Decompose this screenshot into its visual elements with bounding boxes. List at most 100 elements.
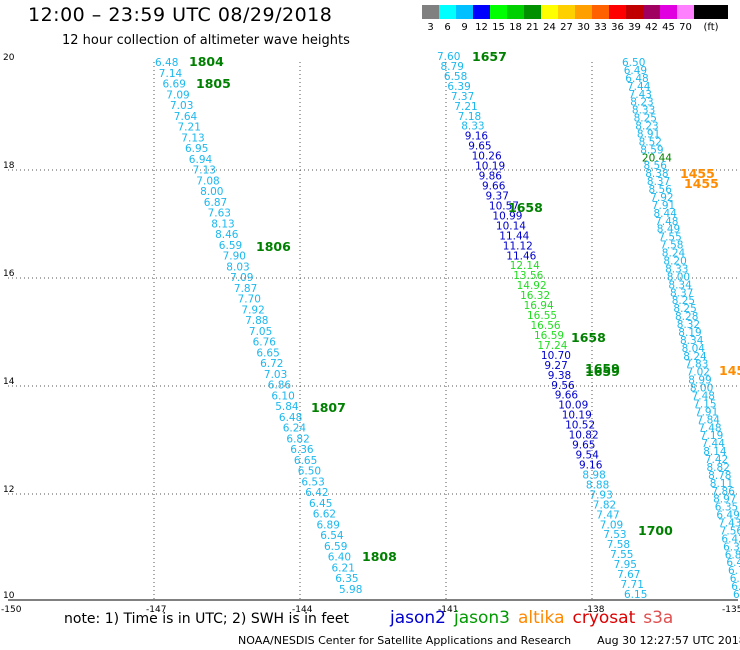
track-c-value: 7.44 bbox=[627, 81, 651, 93]
scale-swatch bbox=[609, 5, 626, 19]
scale-swatch bbox=[473, 5, 490, 19]
track-c-value: 7.43 bbox=[629, 89, 652, 101]
track-b-value: 11.46 bbox=[506, 250, 536, 262]
track-b-value: 9.56 bbox=[551, 380, 575, 392]
track-c-value: 8.78 bbox=[708, 470, 731, 482]
track-a-value: 5.98 bbox=[339, 584, 362, 596]
scale-swatch bbox=[541, 5, 558, 19]
track-c-value: 7.42 bbox=[705, 454, 728, 466]
track-c-value: 6.55 bbox=[731, 581, 740, 593]
track-c-value: 7.56 bbox=[720, 526, 740, 538]
track-a-value: 7.14 bbox=[159, 68, 183, 80]
track-b-value: 7.21 bbox=[454, 101, 477, 113]
track-a-value: 6.53 bbox=[301, 476, 324, 488]
track-b-value: 7.95 bbox=[614, 559, 637, 571]
scale-label: 33 bbox=[594, 22, 607, 33]
track-a-value: 6.36 bbox=[290, 444, 314, 456]
track-c-value: 7.86 bbox=[712, 486, 736, 498]
track-c-value: 8.32 bbox=[677, 319, 700, 331]
track-a-value: 6.59 bbox=[219, 240, 242, 252]
track-a-value: 6.69 bbox=[163, 79, 186, 91]
y-tick-label: 20 bbox=[3, 53, 15, 63]
track-c-value: 8.00 bbox=[690, 383, 713, 395]
track-b-time: 1658 bbox=[571, 330, 606, 345]
track-a-value: 6.10 bbox=[271, 390, 294, 402]
track-a-value: 7.09 bbox=[166, 89, 189, 101]
track-c-value: 8.59 bbox=[640, 144, 663, 156]
track-a-value: 6.42 bbox=[305, 487, 328, 499]
track-b-value: 6.15 bbox=[624, 589, 647, 601]
track-c-value: 6.72 bbox=[728, 565, 740, 577]
track-b-value: 7.93 bbox=[589, 489, 612, 501]
track-b-value: 10.14 bbox=[496, 220, 526, 232]
track-c-value: 8.14 bbox=[703, 446, 727, 458]
track-c-value: 20.44 bbox=[642, 152, 672, 164]
track-c-value: 7.83 bbox=[685, 359, 708, 371]
track-b-value: 9.16 bbox=[579, 460, 603, 472]
track-c-value: 8.04 bbox=[682, 343, 706, 355]
track-c-value: 6.49 bbox=[716, 510, 739, 522]
track-b-value: 9.65 bbox=[468, 141, 491, 153]
track-b-value: 10.19 bbox=[562, 410, 592, 422]
track-c-value: 7.43 bbox=[718, 518, 740, 530]
y-tick-label: 10 bbox=[3, 591, 15, 601]
track-b-value: 10.57 bbox=[489, 200, 519, 212]
x-tick-label: -141 bbox=[438, 605, 458, 615]
track-a-value: 6.50 bbox=[298, 466, 321, 478]
track-c-value: 8.38 bbox=[645, 168, 668, 180]
track-c-value: 8.91 bbox=[637, 129, 660, 141]
track-a-value: 6.65 bbox=[256, 347, 279, 359]
track-a-time: 1805 bbox=[196, 76, 231, 91]
legend-cryosat: cryosat bbox=[572, 608, 636, 628]
track-c-value: 8.44 bbox=[654, 208, 678, 220]
track-a-value: 6.89 bbox=[317, 520, 340, 532]
scale-swatch bbox=[558, 5, 575, 19]
track-a-value: 6.48 bbox=[279, 412, 302, 424]
track-a-value: 8.13 bbox=[211, 218, 234, 230]
track-c-value: 7.15 bbox=[693, 398, 716, 410]
track-b-value: 9.65 bbox=[572, 440, 595, 452]
track-b-value: 9.16 bbox=[465, 131, 489, 143]
scale-swatch bbox=[422, 5, 439, 19]
track-b-value: 14.92 bbox=[517, 280, 547, 292]
track-a-value: 7.64 bbox=[174, 111, 198, 123]
track-a-time: 1804 bbox=[189, 54, 224, 69]
track-c-value: 8.97 bbox=[713, 494, 736, 506]
note-text: note: 1) Time is in UTC; 2) SWH is in fe… bbox=[64, 611, 350, 627]
footer: NOAA/NESDIS Center for Satellite Applica… bbox=[238, 634, 740, 647]
track-c-value: 6.35 bbox=[715, 502, 738, 514]
track-a-value: 6.40 bbox=[328, 552, 351, 564]
scale-label: 6 bbox=[444, 22, 451, 33]
track-a-value: 7.88 bbox=[245, 315, 268, 327]
track-c-value: 6.42 bbox=[726, 557, 740, 569]
track-b-value: 7.18 bbox=[458, 111, 481, 123]
track-b-value: 10.52 bbox=[565, 420, 595, 432]
track-a-value: 5.84 bbox=[275, 401, 299, 413]
scale-label: 24 bbox=[543, 22, 556, 33]
scale-label: 18 bbox=[509, 22, 522, 33]
track-a-value: 7.70 bbox=[238, 294, 261, 306]
x-tick-label: -138 bbox=[584, 605, 605, 615]
track-a-value: 6.87 bbox=[204, 197, 227, 209]
y-tick-label: 12 bbox=[3, 485, 14, 495]
track-b-time: 1658 bbox=[508, 200, 543, 215]
track-c-value: 7.92 bbox=[650, 192, 673, 204]
track-a-value: 7.13 bbox=[181, 132, 204, 144]
scale-swatch bbox=[592, 5, 609, 19]
track-a-value: 6.59 bbox=[324, 541, 347, 553]
scale-swatch bbox=[694, 5, 728, 19]
track-c-value: 7.44 bbox=[702, 438, 726, 450]
track-b-value: 13.56 bbox=[513, 270, 543, 282]
track-a-value: 7.09 bbox=[230, 272, 253, 284]
track-a-value: 6.86 bbox=[268, 380, 292, 392]
track-b-value: 7.09 bbox=[600, 519, 623, 531]
track-c-value: 8.56 bbox=[644, 160, 668, 172]
track-a-value: 8.46 bbox=[215, 229, 239, 241]
scale-label: 21 bbox=[526, 22, 539, 33]
track-c-value: 8.56 bbox=[649, 184, 673, 196]
track-a-value: 7.13 bbox=[193, 165, 216, 177]
track-b-value: 8.79 bbox=[441, 61, 464, 73]
track-b-value: 10.99 bbox=[492, 210, 522, 222]
track-b-time: 1659 bbox=[585, 361, 620, 376]
